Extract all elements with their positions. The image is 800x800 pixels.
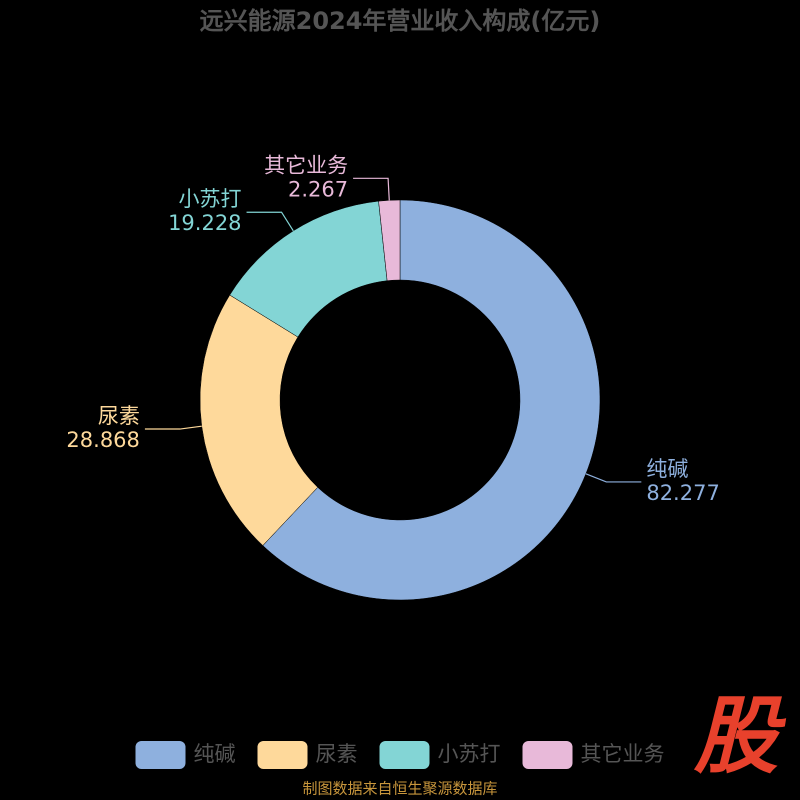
legend-item[interactable]: 其它业务 [522,741,665,769]
slice-value: 2.267 [288,177,348,201]
leader-line [246,211,294,232]
leader-line [585,473,642,483]
slice-value: 82.277 [646,481,719,505]
legend-swatch [379,741,430,769]
donut-slice [378,199,401,281]
legend-item[interactable]: 小苏打 [379,741,501,769]
legend-label: 尿素 [316,742,358,766]
slice-value: 19.228 [168,211,241,235]
legend-swatch [135,741,186,769]
legend-item[interactable]: 纯碱 [135,741,236,769]
donut-slice [199,294,319,546]
slice-label: 纯碱 [646,457,688,481]
donut-slice [262,199,601,601]
legend-swatch [257,741,308,769]
legend-label: 小苏打 [438,742,501,766]
chart-title: 远兴能源2024年营业收入构成(亿元) [200,7,601,35]
legend-swatch [522,741,573,769]
slice-value: 28.868 [66,428,139,452]
slice-label: 其它业务 [264,153,348,177]
slice-label: 小苏打 [179,187,242,211]
leader-line [353,177,390,201]
legend-label: 纯碱 [194,742,236,766]
legend-item[interactable]: 尿素 [257,741,358,769]
source-note: 制图数据来自恒生聚源数据库 [302,780,497,798]
slice-label: 尿素 [98,404,140,428]
watermark: 股 [693,687,787,785]
legend-label: 其它业务 [581,742,665,766]
leader-line [144,425,202,430]
